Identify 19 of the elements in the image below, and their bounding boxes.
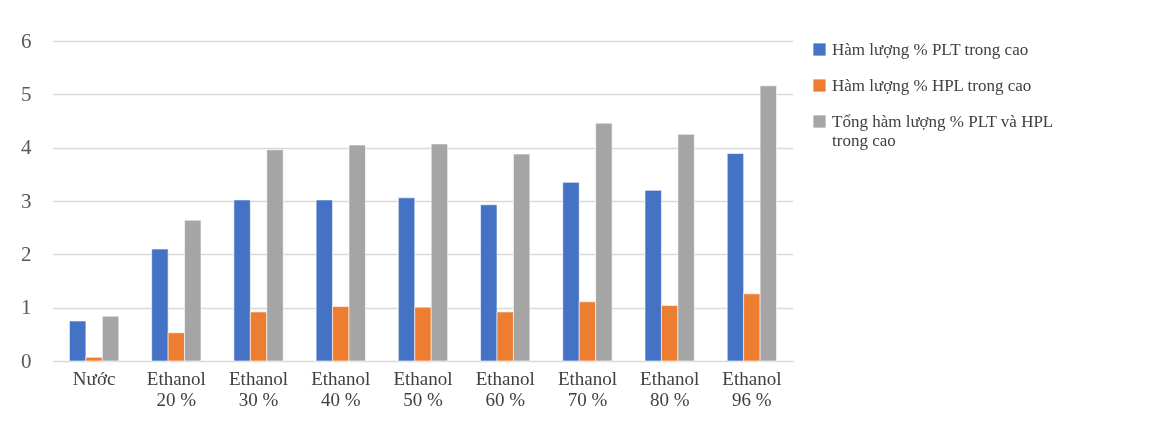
y-tick-label: 4 bbox=[21, 135, 32, 160]
x-tick-label: Ethanol 20 % bbox=[146, 367, 206, 410]
y-tick-label: 3 bbox=[21, 188, 32, 213]
x-tick-label: Ethanol 30 % bbox=[229, 367, 289, 410]
x-tick-label: Ethanol 60 % bbox=[475, 367, 535, 410]
y-tick-label: 0 bbox=[21, 348, 32, 373]
x-tick-label: Ethanol 50 % bbox=[393, 367, 453, 410]
legend-label: Hàm lượng % HPL trong cao bbox=[832, 75, 1032, 95]
y-tick-label: 6 bbox=[21, 28, 32, 53]
x-tick-label: Ethanol 70 % bbox=[557, 367, 617, 410]
x-tick-label: Nước bbox=[72, 367, 116, 389]
y-tick-label: 2 bbox=[21, 241, 32, 266]
x-tick-label: Ethanol 96 % bbox=[722, 367, 782, 410]
y-tick-label: 5 bbox=[21, 81, 32, 106]
x-tick-label: Ethanol 40 % bbox=[311, 367, 371, 410]
y-tick-label: 1 bbox=[21, 295, 32, 320]
legend-label: Tổng hàm lượng % PLT và HPL trong cao bbox=[832, 111, 1054, 150]
x-tick-label: Ethanol 80 % bbox=[640, 367, 700, 410]
legend-label: Hàm lượng % PLT trong cao bbox=[832, 39, 1029, 59]
